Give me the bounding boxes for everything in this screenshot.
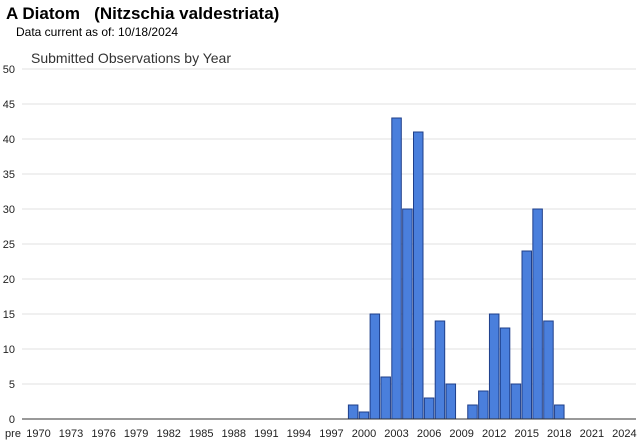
x-tick-label: 1997 <box>319 428 343 440</box>
x-tick-label: 1982 <box>156 428 180 440</box>
grid-lines <box>22 68 636 385</box>
x-tick-label: 2024 <box>612 428 636 440</box>
x-tick-label: 1994 <box>287 428 311 440</box>
observations-bar-chart: Submitted Observations by Year 051015202… <box>3 50 637 440</box>
x-tick-label: 1991 <box>254 428 278 440</box>
x-tick-label: 2021 <box>580 428 604 440</box>
y-tick-label: 15 <box>3 309 15 321</box>
bar-2012 <box>488 313 500 420</box>
x-tick-label: 2012 <box>482 428 506 440</box>
x-tick-label: 2003 <box>384 428 408 440</box>
y-tick-label: 50 <box>3 64 15 76</box>
y-tick-label: 45 <box>3 99 15 111</box>
data-current-date: Data current as of: 10/18/2024 <box>16 25 179 39</box>
bar-1999 <box>347 404 359 420</box>
bars <box>347 117 565 420</box>
x-tick-label: 1970 <box>26 428 50 440</box>
bar-2010 <box>467 404 478 420</box>
y-tick-label: 30 <box>3 204 15 216</box>
x-tick-label: 2018 <box>547 428 571 440</box>
y-tick-label: 25 <box>3 239 15 251</box>
y-tick-label: 35 <box>3 169 15 181</box>
bar-2001 <box>369 313 381 420</box>
x-tick-label: 2015 <box>515 428 539 440</box>
y-tick-label: 5 <box>9 379 15 391</box>
bar-2017 <box>543 320 554 420</box>
x-tick-label: 1973 <box>59 428 83 440</box>
y-tick-label: 20 <box>3 274 15 286</box>
bar-2006 <box>423 397 435 420</box>
bar-2016 <box>532 208 543 420</box>
bar-2011 <box>478 390 489 420</box>
bar-2000 <box>358 411 370 420</box>
chart-title: Submitted Observations by Year <box>31 50 231 66</box>
bar-2015 <box>521 250 532 420</box>
x-tick-label: pre <box>5 428 21 440</box>
bar-2014 <box>510 383 522 420</box>
bar-2008 <box>445 383 457 420</box>
bar-2013 <box>499 327 511 420</box>
tick-labels: 0 5 10 15 20 25 30 35 40 45 50 pre 1970 1973 1976 1979 1… <box>3 64 637 440</box>
x-tick-label: 2009 <box>449 428 473 440</box>
page-title: A Diatom (Nitzschia valdestriata) <box>6 4 280 23</box>
bar-2018 <box>554 404 565 420</box>
x-tick-label: 1976 <box>91 428 115 440</box>
y-tick-label: 0 <box>9 414 15 426</box>
y-tick-label: 10 <box>3 344 15 356</box>
x-tick-label: 2000 <box>352 428 376 440</box>
x-tick-label: 1985 <box>189 428 213 440</box>
x-tick-label: 1988 <box>222 428 246 440</box>
x-tick-label: 2006 <box>417 428 441 440</box>
bar-2005 <box>413 131 424 420</box>
bar-2007 <box>434 320 446 420</box>
x-tick-label: 1979 <box>124 428 148 440</box>
bar-2002 <box>380 376 391 420</box>
bar-2003 <box>391 117 402 420</box>
y-tick-label: 40 <box>3 134 15 146</box>
bar-2004 <box>402 208 413 420</box>
